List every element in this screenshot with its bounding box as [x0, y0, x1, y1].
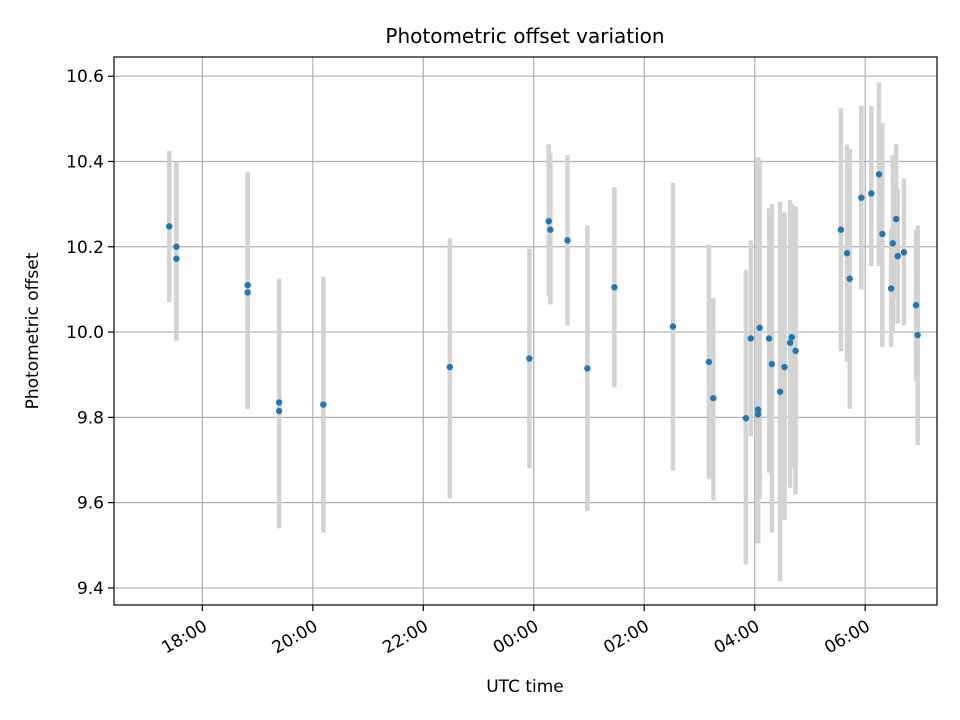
- data-point: [173, 243, 180, 250]
- data-point: [754, 406, 762, 413]
- data-point: [742, 415, 750, 422]
- data-point: [889, 240, 897, 247]
- chart-title: Photometric offset variation: [385, 24, 664, 48]
- data-point: [912, 301, 920, 309]
- data-point: [446, 363, 454, 371]
- data-point: [837, 226, 845, 233]
- data-point: [275, 399, 283, 406]
- data-point: [788, 333, 795, 341]
- data-point: [545, 217, 552, 225]
- data-point: [768, 360, 776, 368]
- y-tick-label: 9.8: [77, 408, 104, 428]
- data-point: [710, 394, 717, 402]
- data-point: [894, 252, 901, 260]
- data-point: [320, 401, 327, 408]
- data-point: [875, 171, 883, 178]
- grid-layer: [114, 57, 937, 605]
- data-point: [754, 411, 762, 418]
- data-point: [705, 358, 713, 366]
- y-tick-label: 10.6: [66, 67, 104, 87]
- data-point: [747, 335, 755, 342]
- data-point: [900, 249, 908, 256]
- data-point: [781, 363, 788, 371]
- data-point: [166, 223, 173, 230]
- data-point: [756, 324, 763, 332]
- data-point: [792, 347, 799, 355]
- data-point: [868, 190, 875, 197]
- x-axis-label: UTC time: [486, 677, 564, 697]
- data-point: [843, 249, 851, 257]
- data-point: [173, 255, 180, 262]
- data-point: [887, 285, 895, 292]
- data-point: [892, 215, 900, 223]
- data-point: [786, 339, 794, 346]
- data-point: [526, 355, 533, 362]
- data-point: [611, 284, 618, 291]
- y-tick-label: 9.6: [77, 494, 104, 514]
- data-point: [776, 388, 784, 395]
- data-point: [564, 237, 571, 244]
- data-point: [275, 407, 283, 415]
- data-point: [846, 275, 853, 282]
- plot-frame: [113, 56, 938, 606]
- data-point: [765, 335, 773, 342]
- data-point: [858, 194, 865, 201]
- y-axis-label: Photometric offset: [23, 252, 43, 409]
- y-tick-label: 10.2: [66, 238, 104, 258]
- data-point: [547, 226, 554, 233]
- data-point: [244, 289, 251, 296]
- data-point: [914, 331, 921, 339]
- y-tick-label: 10.0: [66, 323, 104, 343]
- data-point: [669, 323, 677, 330]
- y-tick-label: 10.4: [66, 152, 104, 172]
- point-layer: [166, 171, 921, 422]
- data-point: [879, 230, 886, 238]
- data-point: [584, 365, 591, 372]
- data-point: [244, 281, 251, 289]
- y-tick-label: 9.4: [77, 579, 104, 599]
